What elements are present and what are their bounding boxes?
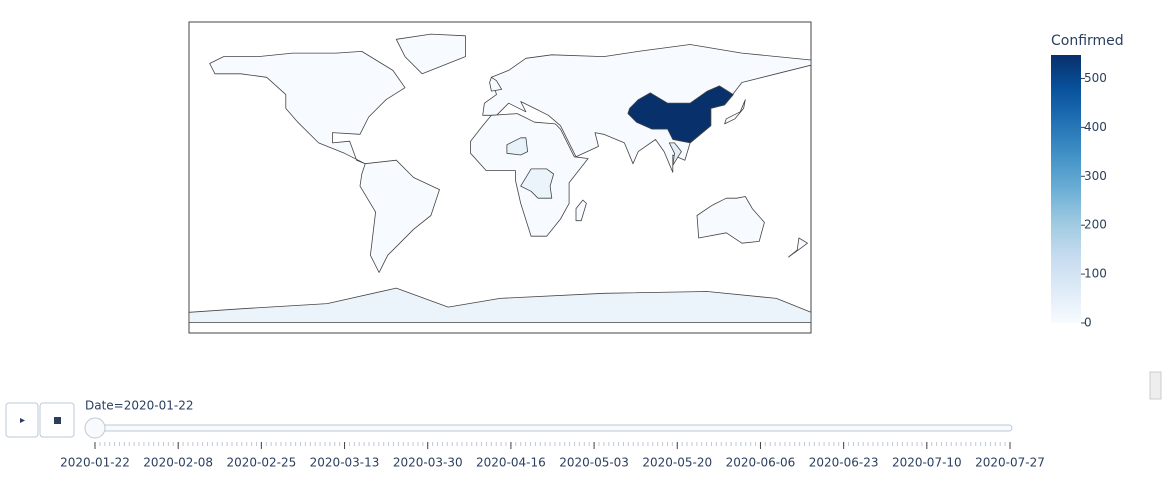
country (575, 199, 587, 222)
country (724, 99, 746, 125)
slider-tick-label: 2020-01-22 (60, 456, 130, 470)
region (627, 85, 734, 144)
country (359, 159, 440, 273)
slider-tick-label: 2020-02-08 (143, 456, 213, 470)
country (489, 76, 503, 92)
colorbar-title: Confirmed (1051, 33, 1124, 49)
play-button[interactable] (5, 402, 39, 438)
colorbar-tick-label: 0 (1084, 316, 1092, 330)
slider-tick-label: 2020-03-13 (310, 456, 380, 470)
map (188, 33, 812, 324)
slider-handle[interactable] (84, 417, 106, 439)
slider-track[interactable] (91, 424, 1013, 432)
stop-button[interactable] (39, 402, 75, 438)
region (668, 142, 682, 166)
slider-tick-label: 2020-04-16 (476, 456, 546, 470)
colorbar-tick-label: 400 (1084, 120, 1107, 134)
slider-tick-label: 2020-07-10 (892, 456, 962, 470)
slider-tick-label: 2020-05-03 (559, 456, 629, 470)
region (188, 287, 812, 324)
colorbar (1051, 55, 1081, 323)
region (520, 168, 554, 199)
region (506, 137, 528, 156)
slider-tick-label: 2020-06-23 (809, 456, 879, 470)
country (395, 33, 466, 75)
colorbar-tick-label: 100 (1084, 267, 1107, 281)
scrollbar[interactable] (1149, 371, 1162, 400)
slider-tick-label: 2020-05-20 (642, 456, 712, 470)
colorbar-tick-label: 300 (1084, 169, 1107, 183)
slider-current-label: Date=2020-01-22 (85, 399, 193, 413)
country (696, 196, 765, 244)
slider-tick-label: 2020-06-06 (726, 456, 796, 470)
colorbar-tick-label: 200 (1084, 218, 1107, 232)
country (209, 51, 406, 165)
country (788, 237, 808, 258)
slider-tick-label: 2020-03-30 (393, 456, 463, 470)
colorbar-tick-label: 500 (1084, 71, 1107, 85)
slider-tick-label: 2020-02-25 (226, 456, 296, 470)
slider-tick-label: 2020-07-27 (975, 456, 1045, 470)
